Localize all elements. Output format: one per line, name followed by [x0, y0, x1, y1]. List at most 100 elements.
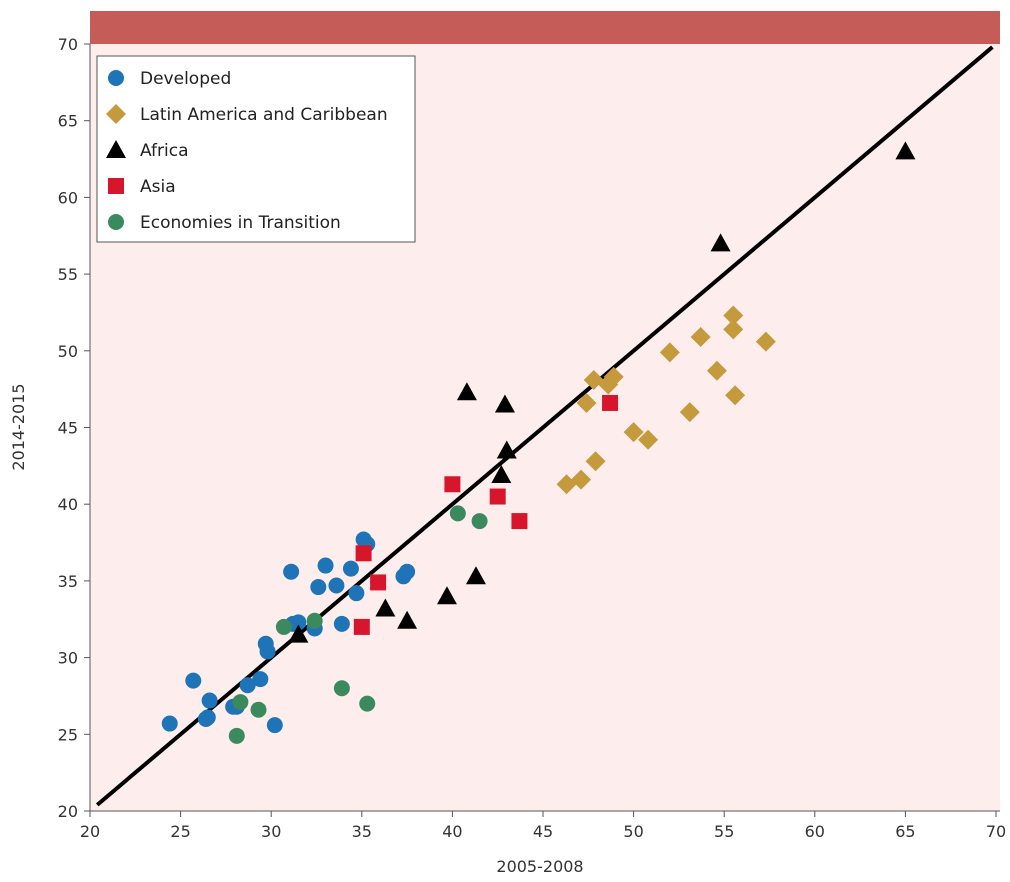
data-point: [370, 574, 387, 591]
data-point: [602, 394, 619, 411]
data-point: [259, 643, 276, 660]
series-economies-in-transition: [228, 505, 488, 744]
data-point: [436, 586, 457, 605]
data-point: [571, 469, 592, 490]
series-africa: [288, 141, 916, 643]
legend-marker: [108, 178, 124, 194]
data-point: [199, 709, 216, 726]
data-points: [161, 141, 916, 744]
legend-item: Asia: [108, 177, 176, 197]
data-point: [333, 680, 350, 697]
data-point: [444, 476, 461, 493]
y-tick-label: 30: [58, 649, 78, 668]
data-point: [201, 692, 218, 709]
data-point: [456, 382, 477, 401]
y-axis: 20 25 30 35 40 45 50 55 60 65 70: [58, 35, 91, 821]
x-tick-label: 20: [80, 822, 100, 841]
y-tick-label: 55: [58, 265, 78, 284]
x-tick-label: 45: [533, 822, 553, 841]
header-band: [90, 11, 1000, 44]
data-point: [266, 717, 283, 734]
y-tick-label: 70: [58, 35, 78, 54]
y-tick-label: 20: [58, 802, 78, 821]
data-point: [348, 585, 365, 602]
legend-label: Asia: [140, 177, 176, 197]
data-point: [755, 331, 776, 352]
data-point: [283, 563, 300, 580]
legend-item: Economies in Transition: [108, 213, 341, 233]
data-point: [161, 715, 178, 732]
data-point: [496, 440, 517, 459]
data-point: [250, 701, 267, 718]
y-tick-label: 35: [58, 572, 78, 591]
data-point: [471, 513, 488, 530]
data-point: [659, 342, 680, 363]
data-point: [449, 505, 466, 522]
x-tick-label: 30: [261, 822, 281, 841]
data-point: [310, 579, 327, 596]
legend-box: [96, 55, 416, 243]
data-point: [491, 465, 512, 484]
legend-marker: [106, 104, 126, 124]
data-point: [511, 513, 528, 530]
legend-marker: [108, 70, 124, 86]
legend-marker: [106, 140, 126, 158]
legend-label: Latin America and Caribbean: [140, 105, 388, 125]
data-point: [232, 694, 249, 711]
data-point: [359, 695, 376, 712]
series-latin-america-and-caribbean: [556, 305, 776, 495]
x-axis-title: 2005-2008: [496, 857, 583, 876]
legend-entries: Developed Latin America and Caribbean Afri…: [106, 69, 388, 233]
y-tick-label: 50: [58, 342, 78, 361]
data-point: [710, 233, 731, 252]
legend-marker: [108, 214, 124, 230]
data-point: [638, 429, 659, 450]
data-point: [317, 557, 334, 574]
data-point: [399, 563, 416, 580]
legend-item: Latin America and Caribbean: [106, 104, 388, 125]
data-point: [603, 366, 624, 387]
data-point: [623, 422, 644, 443]
data-point: [353, 618, 370, 635]
data-point: [465, 566, 486, 585]
y-tick-label: 25: [58, 725, 78, 744]
data-point: [690, 326, 711, 347]
data-point: [706, 360, 727, 381]
x-tick-label: 65: [895, 822, 915, 841]
data-point: [306, 612, 323, 629]
data-point: [328, 577, 345, 594]
legend-item: Africa: [106, 140, 189, 161]
data-point: [288, 624, 309, 643]
data-point: [576, 392, 597, 413]
data-point: [895, 141, 916, 160]
y-tick-label: 65: [58, 112, 78, 131]
data-point: [275, 618, 292, 635]
y-tick-label: 40: [58, 495, 78, 514]
data-point: [333, 615, 350, 632]
legend: Developed Latin America and Caribbean Afri…: [96, 55, 416, 243]
x-tick-label: 50: [623, 822, 643, 841]
x-tick-label: 35: [352, 822, 372, 841]
legend-label: Africa: [140, 141, 189, 161]
data-point: [252, 671, 269, 688]
data-point: [375, 598, 396, 617]
data-point: [725, 385, 746, 406]
legend-label: Economies in Transition: [140, 213, 341, 233]
data-point: [239, 677, 256, 694]
series-asia: [353, 394, 619, 635]
data-point: [723, 305, 744, 326]
data-point: [185, 672, 202, 689]
y-tick-label: 60: [58, 188, 78, 207]
y-tick-label: 45: [58, 419, 78, 438]
legend-item: Developed: [108, 69, 231, 89]
data-point: [228, 727, 245, 744]
data-point: [723, 319, 744, 340]
data-point: [679, 402, 700, 423]
x-tick-label: 70: [986, 822, 1006, 841]
x-tick-label: 60: [805, 822, 825, 841]
data-point: [342, 560, 359, 577]
x-tick-label: 40: [442, 822, 462, 841]
data-point: [489, 488, 506, 505]
data-point: [290, 614, 307, 631]
